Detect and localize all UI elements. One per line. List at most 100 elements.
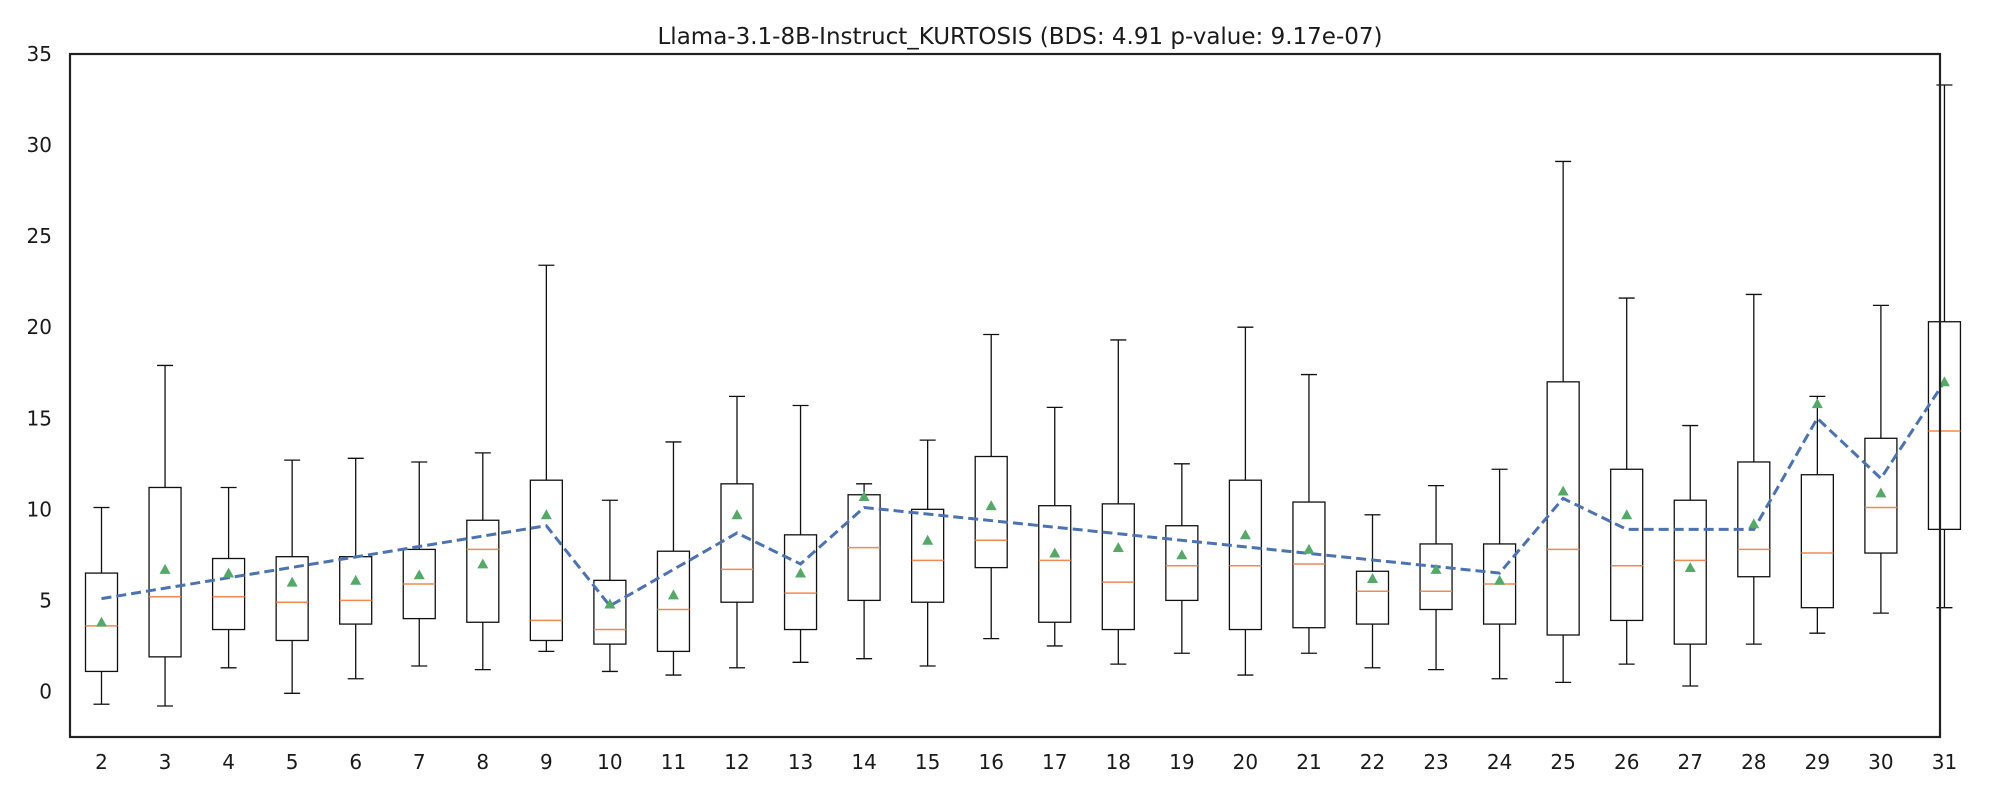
box-iqr [148, 486, 182, 658]
x-tick-label: 4 [222, 750, 235, 774]
box-iqr [84, 572, 119, 673]
mean-marker [1938, 376, 1950, 387]
x-tick-label: 25 [1550, 750, 1575, 774]
x-tick-label: 18 [1106, 750, 1131, 774]
mean-marker [922, 534, 934, 545]
mean-marker [1176, 549, 1188, 560]
box-iqr [1101, 503, 1135, 631]
box-iqr [339, 556, 373, 625]
x-tick-label: 17 [1042, 750, 1067, 774]
y-tick-label: 20 [27, 315, 52, 339]
mean-marker [858, 491, 870, 501]
x-tick-label: 10 [597, 750, 622, 774]
y-tick-label: 30 [27, 133, 52, 157]
mean-marker [1112, 542, 1124, 552]
y-tick-label: 0 [39, 679, 52, 703]
mean-marker [1049, 547, 1061, 558]
plot-frame [68, 52, 1942, 739]
box-iqr [466, 519, 500, 623]
x-tick-label: 13 [788, 750, 813, 774]
box-iqr [593, 579, 627, 645]
x-tick-label: 19 [1169, 750, 1194, 774]
box-iqr [529, 479, 563, 642]
x-tick-label: 20 [1233, 750, 1258, 774]
mean-marker [1239, 529, 1251, 540]
mean-marker [985, 500, 997, 511]
mean-marker [1621, 509, 1633, 520]
x-tick-label: 3 [159, 750, 172, 774]
box-iqr [1355, 570, 1390, 625]
box-iqr [1038, 505, 1072, 623]
y-tick-label: 25 [27, 224, 52, 248]
box-iqr [911, 508, 945, 603]
x-tick-label: 29 [1805, 750, 1830, 774]
mean-marker [540, 509, 552, 520]
box-iqr [1610, 468, 1644, 622]
x-tick-label: 11 [661, 750, 686, 774]
box-iqr [1927, 321, 1962, 531]
mean-marker [477, 558, 489, 569]
box-iqr [1165, 525, 1199, 602]
x-tick-label: 16 [978, 750, 1003, 774]
x-tick-label: 6 [349, 750, 362, 774]
x-tick-label: 5 [286, 750, 299, 774]
mean-marker [1748, 518, 1760, 529]
y-tick-label: 5 [39, 588, 52, 612]
box-iqr [1292, 501, 1326, 629]
box-iqr [1228, 479, 1263, 631]
y-tick-label: 10 [27, 497, 52, 521]
x-tick-label: 21 [1296, 750, 1321, 774]
x-tick-label: 8 [476, 750, 489, 774]
mean-marker [223, 567, 235, 578]
mean-marker [159, 563, 171, 574]
box-iqr [1419, 543, 1453, 611]
x-tick-label: 7 [413, 750, 426, 774]
x-tick-label: 14 [851, 750, 876, 774]
x-tick-label: 31 [1932, 750, 1957, 774]
x-tick-label: 24 [1487, 750, 1512, 774]
mean-marker [350, 574, 362, 585]
mean-marker [1557, 485, 1569, 496]
x-tick-label: 12 [724, 750, 749, 774]
mean-marker [413, 569, 425, 580]
x-tick-label: 23 [1423, 750, 1448, 774]
chart-title: Llama-3.1-8B-Instruct_KURTOSIS (BDS: 4.9… [657, 24, 1382, 50]
box-iqr [1864, 437, 1898, 554]
box-iqr [720, 483, 754, 603]
box-iqr [1737, 461, 1771, 578]
y-tick-label: 35 [27, 42, 52, 66]
mean-marker [286, 576, 298, 587]
mean-marker [1875, 487, 1887, 498]
x-tick-label: 22 [1360, 750, 1385, 774]
y-tick-label: 15 [27, 406, 52, 430]
box-iqr [783, 534, 818, 631]
mean-marker [1494, 574, 1506, 585]
box-iqr [1546, 381, 1580, 636]
box-iqr [974, 455, 1008, 569]
box-iqr [211, 557, 246, 631]
x-tick-label: 27 [1678, 750, 1703, 774]
x-tick-label: 9 [540, 750, 553, 774]
mean-marker [1430, 563, 1442, 574]
mean-marker [1684, 562, 1696, 573]
mean-marker [1367, 573, 1378, 583]
x-tick-label: 15 [915, 750, 940, 774]
mean-marker [1811, 398, 1823, 409]
mean-marker [604, 598, 616, 609]
x-tick-label: 26 [1614, 750, 1639, 774]
trend-line [101, 380, 1946, 608]
mean-marker [1303, 543, 1315, 554]
box-iqr [275, 556, 309, 642]
mean-marker [667, 589, 679, 600]
x-tick-label: 2 [95, 750, 108, 774]
box-iqr [1673, 499, 1707, 645]
mean-marker [96, 616, 107, 627]
box-iqr [1800, 474, 1834, 609]
box-iqr [656, 550, 691, 653]
mean-marker [731, 509, 743, 520]
x-tick-label: 28 [1741, 750, 1766, 774]
x-tick-label: 30 [1868, 750, 1893, 774]
mean-marker [795, 567, 807, 578]
